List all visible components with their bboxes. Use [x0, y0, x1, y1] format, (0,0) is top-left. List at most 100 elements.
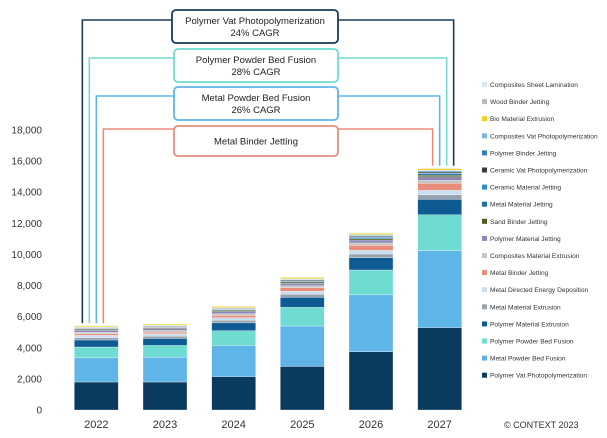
callout-title: Polymer Powder Bed Fusion	[196, 55, 316, 66]
legend-item: Ceramic Vat Photopolymerization	[482, 167, 588, 175]
bar-segment	[280, 283, 325, 286]
bar-segment	[142, 335, 188, 339]
bar-segment	[74, 339, 119, 348]
bar-segment	[280, 366, 325, 411]
y-tick-label: 18,000	[11, 126, 42, 137]
bar-segment	[348, 257, 394, 271]
y-tick-label: 6,000	[17, 312, 42, 323]
x-tick-label: 2027	[427, 419, 451, 431]
legend-label: Metal Binder Jetting	[490, 270, 549, 277]
bar-segment	[417, 190, 462, 196]
legend-swatch	[482, 218, 487, 224]
bar-segment	[417, 168, 462, 171]
bar-segment	[211, 311, 256, 314]
y-tick-label: 14,000	[11, 188, 42, 199]
bar-segment	[74, 333, 119, 336]
bar-segment	[142, 381, 188, 411]
bar-segment	[348, 232, 394, 235]
bar-segment	[211, 345, 256, 377]
x-tick-label: 2022	[84, 419, 108, 431]
legend-swatch	[482, 372, 487, 378]
y-tick-label: 4,000	[17, 343, 42, 354]
bar-segment	[348, 294, 394, 352]
legend-item: Polymer Material Jetting	[482, 235, 561, 243]
bar-segment	[211, 310, 256, 312]
bar-segment	[348, 238, 394, 241]
legend-label: Metal Material Extrusion	[490, 304, 561, 311]
legend-label: Composites Material Extrusion	[490, 253, 580, 260]
bar-segment	[417, 250, 462, 328]
legend-swatch	[482, 150, 487, 156]
bars-layer	[74, 167, 462, 411]
bar-segment	[211, 313, 256, 316]
bar-segment	[280, 277, 325, 279]
callout-connector-left	[88, 57, 174, 324]
y-axis: 0 2,000 4,000 6,000 8,000 10,000 12,000 14,000 1…	[11, 126, 42, 417]
legend-swatch	[482, 167, 487, 173]
bar-segment	[348, 239, 394, 244]
copyright-text: © CONTEXT 2023	[504, 420, 579, 430]
bar-group-2023	[142, 323, 188, 411]
legend-item: Metal Powder Bed Fusion	[482, 355, 566, 363]
bar-segment	[280, 325, 325, 367]
callout-box	[173, 48, 339, 83]
legend-item: Metal Material Extrusion	[482, 304, 561, 311]
legend-item: Metal Directed Energy Deposition	[482, 287, 589, 294]
legend-swatch	[482, 82, 487, 87]
legend-swatch	[482, 287, 487, 293]
callout-title: Metal Binder Jetting	[214, 137, 298, 148]
bar-segment	[280, 297, 325, 308]
bar-segment	[142, 356, 188, 383]
bar-segment	[211, 320, 256, 324]
callout-connector-right	[338, 95, 441, 166]
bar-segment	[211, 376, 256, 411]
bar-segment	[348, 253, 394, 258]
legend-item: Composites Vat Photopolymerization	[482, 133, 598, 140]
legend-item: Polymer Binder Jetting	[482, 150, 557, 157]
callout-title: Polymer Vat Photopolymerization	[185, 16, 325, 27]
callout-cagr: 28% CAGR	[231, 67, 280, 78]
bar-segment	[348, 250, 394, 255]
y-tick-label: 16,000	[11, 157, 42, 168]
bar-segment	[142, 333, 188, 337]
legend-label: Metal Material Jetting	[490, 202, 553, 209]
bar-segment	[417, 199, 462, 215]
y-tick-label: 8,000	[17, 281, 42, 292]
legend-swatch	[482, 184, 487, 190]
legend-label: Bio Material Extrusion	[490, 116, 554, 123]
legend-item: Sand Binder Jetting	[482, 218, 548, 226]
legend-label: Polymer Powder Bed Fusion	[490, 339, 574, 346]
bar-group-2022	[74, 325, 119, 411]
legend-swatch	[482, 253, 487, 258]
legend-item: Composites Material Extrusion	[482, 253, 580, 260]
legend-label: Metal Directed Energy Deposition	[490, 287, 589, 294]
legend-swatch	[482, 235, 487, 241]
legend-item: Metal Binder Jetting	[482, 270, 549, 277]
y-tick-label: 10,000	[11, 250, 42, 261]
bar-segment	[142, 328, 188, 331]
bar-group-2026	[348, 232, 394, 411]
legend-swatch	[482, 321, 487, 327]
callout-connector-left	[102, 128, 174, 324]
bar-segment	[142, 330, 188, 333]
legend-swatch	[482, 116, 487, 122]
callout-box	[173, 125, 339, 157]
legend-swatch	[482, 133, 487, 139]
bar-group-2027	[417, 167, 462, 411]
bar-segment	[417, 171, 462, 174]
bar-segment	[211, 315, 256, 318]
bar-segment	[74, 325, 119, 328]
callout-3: Metal Binder Jetting	[102, 125, 434, 324]
callout-connector-left	[81, 19, 172, 324]
x-axis: 2022 2023 2024 2025 2026 2027	[84, 419, 452, 431]
bar-segment	[348, 242, 394, 246]
bar-segment	[211, 322, 256, 331]
bar-segment	[142, 338, 188, 346]
legend-label: Composites Vat Photopolymerization	[490, 133, 598, 140]
legend-label: Wood Binder Jetting	[490, 99, 550, 106]
